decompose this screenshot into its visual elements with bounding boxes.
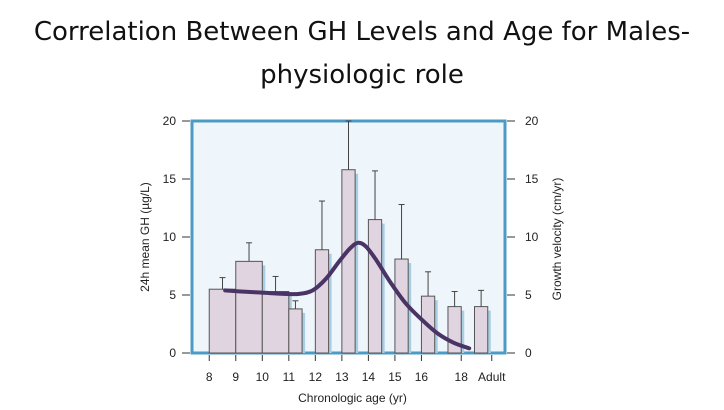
bar: [473, 306, 489, 354]
bar-shadow: [302, 312, 306, 353]
y-left-tick-label: 0: [169, 346, 176, 360]
x-tick-label: 16: [415, 370, 429, 384]
x-axis-title: Chronologic age (yr): [298, 391, 407, 405]
bar: [208, 288, 237, 354]
y-left-tick-label: 20: [163, 114, 177, 128]
bar-shadow: [461, 310, 465, 353]
x-tick-label: 14: [362, 370, 376, 384]
y-left-tick-label: 10: [163, 230, 177, 244]
bar: [261, 291, 290, 354]
bar: [314, 249, 330, 354]
y2-axis-title: Growth velocity (cm/yr): [550, 178, 564, 301]
x-tick-label: 8: [206, 370, 213, 384]
y-axis-title: 24h mean GH (µg/L): [138, 182, 152, 292]
x-tick-label: 11: [283, 370, 296, 384]
bar-shadow: [355, 173, 359, 353]
y-left-tick-label: 5: [169, 288, 176, 302]
y-right-tick-label: 5: [525, 288, 532, 302]
x-tick-label: 9: [232, 370, 239, 384]
y-right-tick-label: 15: [525, 172, 539, 186]
slide-title-line-2: physiologic role: [260, 60, 464, 90]
x-tick-label: 18: [455, 370, 469, 384]
y-right-tick-label: 0: [525, 346, 532, 360]
bar: [235, 260, 263, 354]
bar-shadow: [328, 253, 332, 353]
x-tick-label: 12: [309, 370, 323, 384]
x-tick-label: Adult: [478, 370, 506, 384]
y-right-tick-label: 20: [525, 114, 539, 128]
slide-title-line-1: Correlation Between GH Levels and Age fo…: [33, 17, 691, 47]
x-tick-label: 15: [388, 370, 402, 384]
y-left-tick-label: 15: [163, 172, 177, 186]
x-tick-label: 13: [335, 370, 349, 384]
growth-velocity-line: [223, 240, 472, 351]
bar-shadow: [434, 300, 438, 353]
y-right-tick-label: 10: [525, 230, 539, 244]
bar: [341, 169, 356, 354]
bar: [288, 308, 303, 354]
x-tick-label: 10: [256, 370, 270, 384]
bar-shadow: [381, 223, 385, 353]
bar: [367, 219, 383, 354]
bar-shadow: [487, 310, 491, 353]
